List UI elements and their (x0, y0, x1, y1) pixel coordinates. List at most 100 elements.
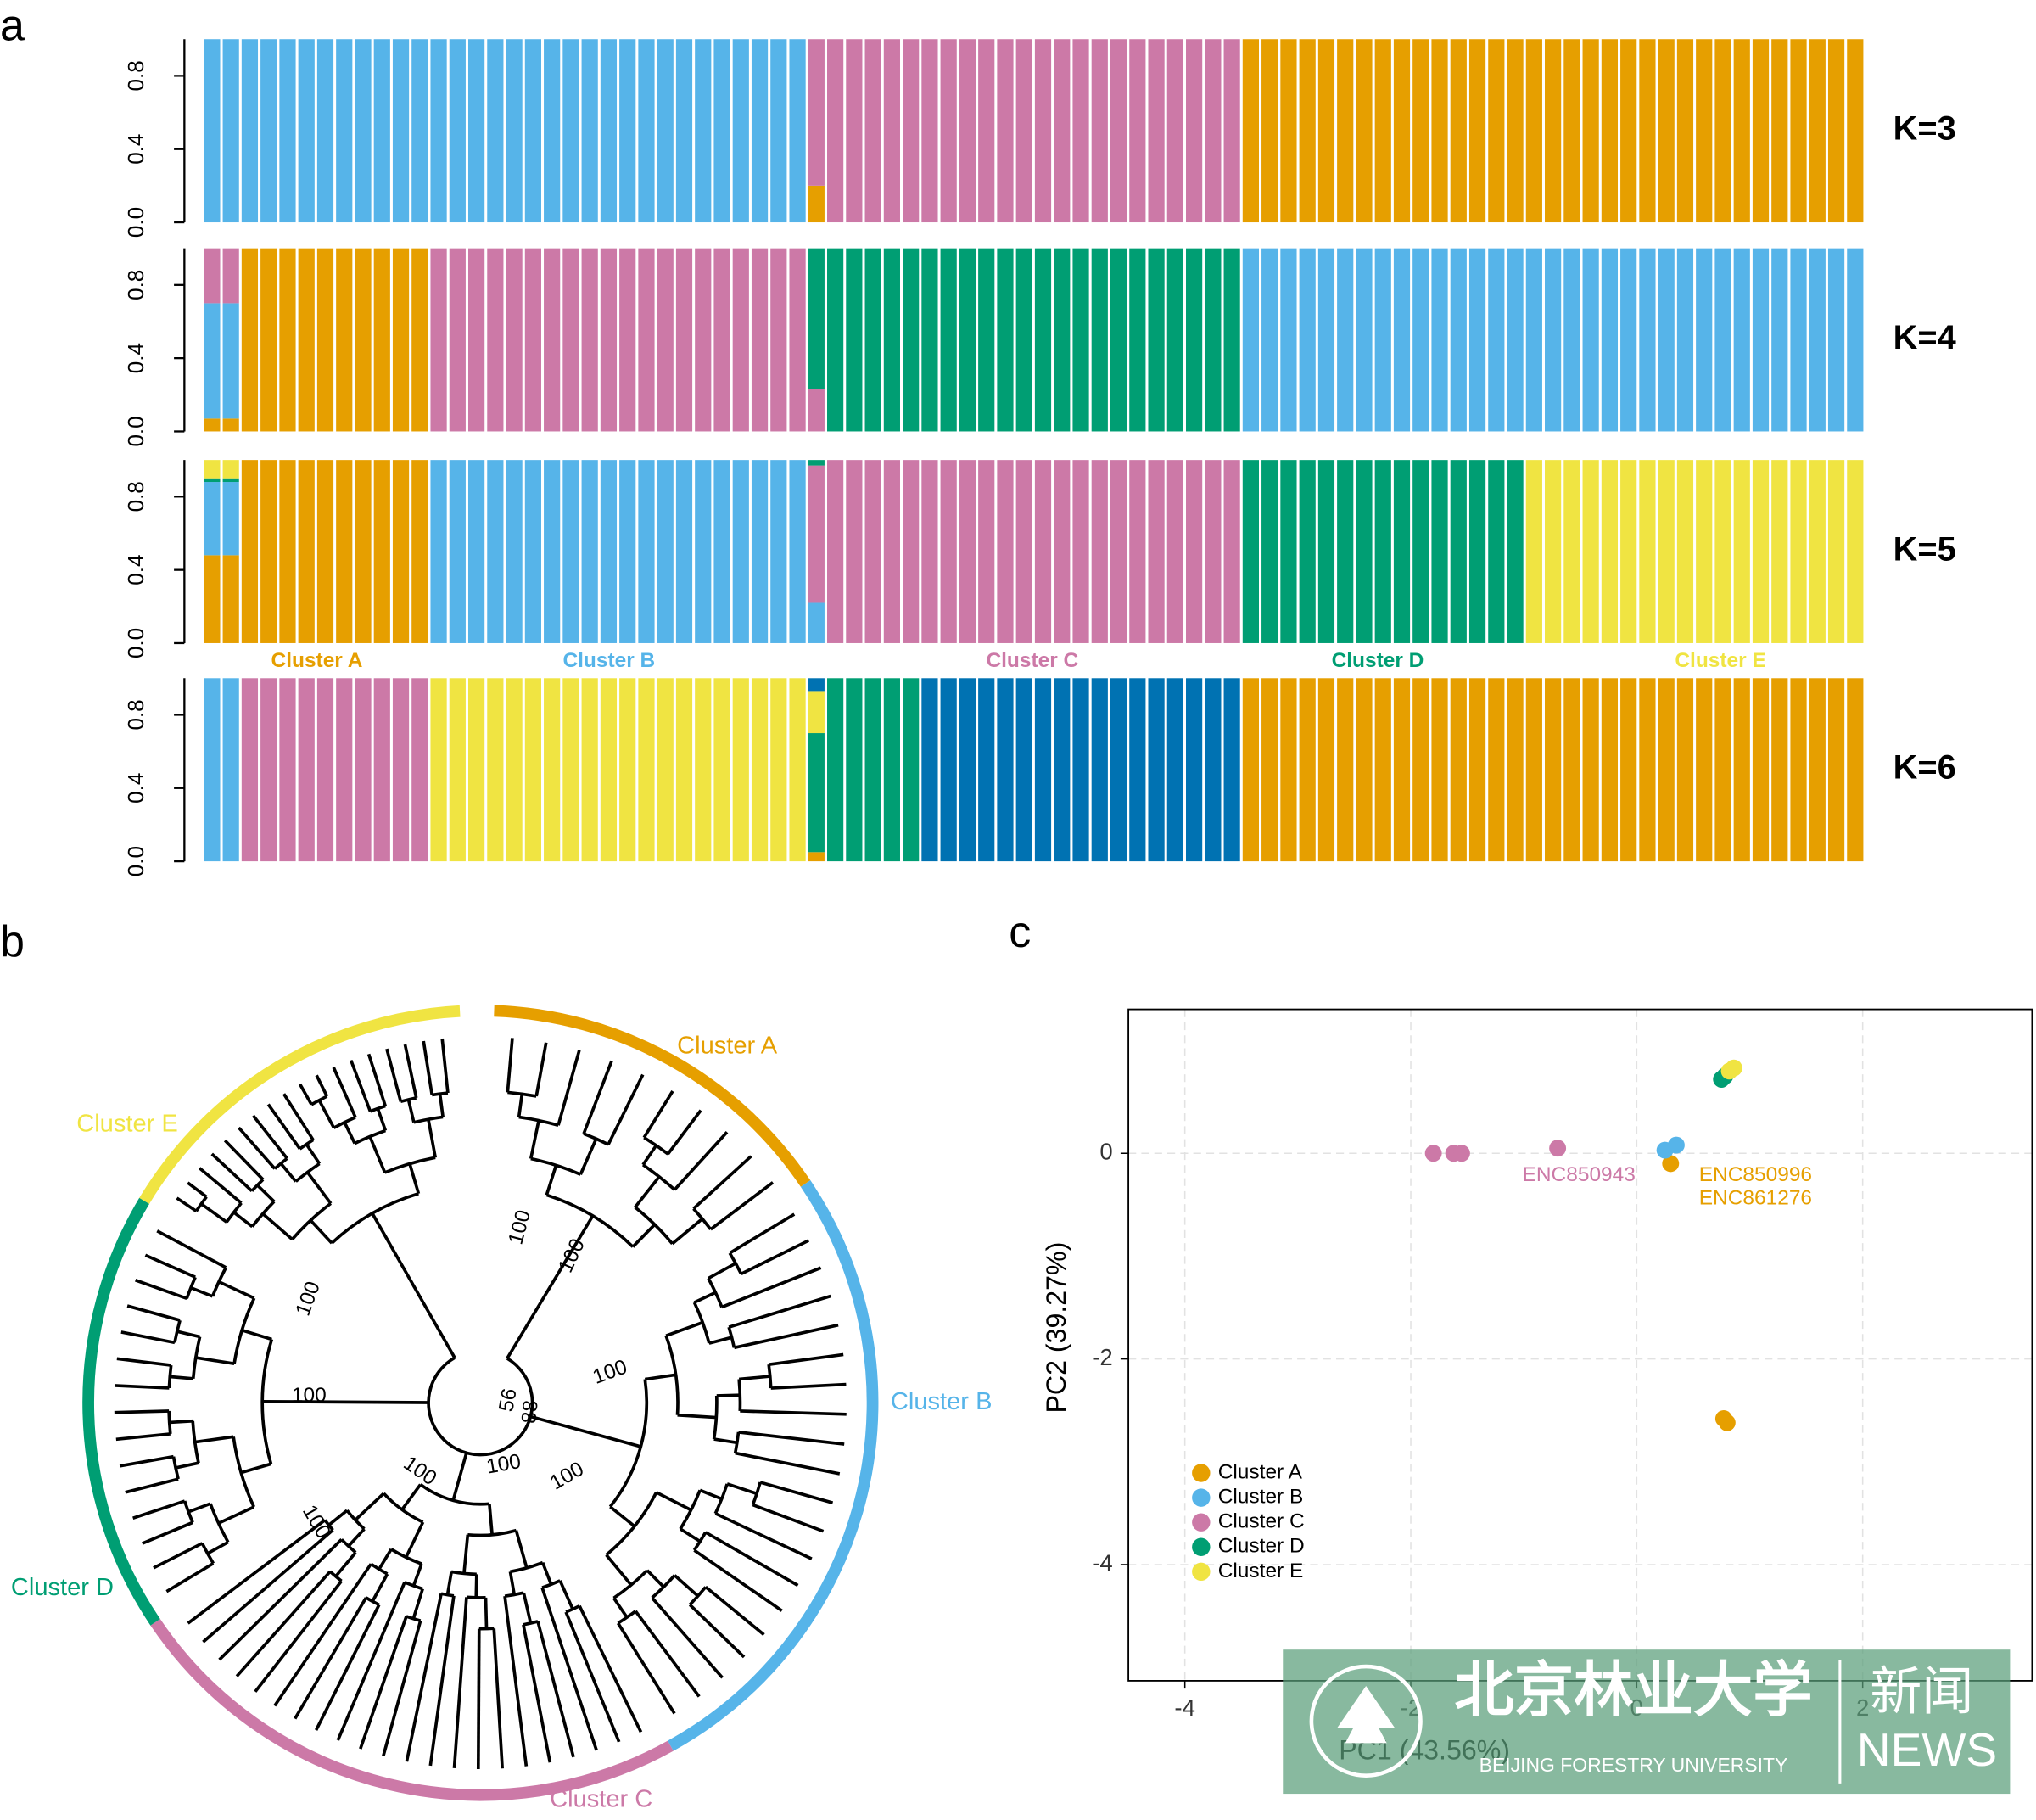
ancestry-segment (903, 460, 920, 643)
tree-branch (400, 1483, 422, 1511)
ancestry-segment (506, 248, 523, 432)
tree-branch (114, 1409, 170, 1414)
ancestry-segment (1034, 248, 1052, 432)
ancestry-segment (524, 678, 541, 862)
ancestry-segment (657, 460, 674, 643)
tree-branch (704, 1585, 765, 1636)
tree-branch (578, 1604, 643, 1733)
ancestry-segment (222, 460, 239, 479)
ancestry-segment (808, 691, 825, 734)
panel-label: a (0, 2, 25, 51)
ancestry-segment (675, 39, 693, 223)
tree-branch (334, 1551, 357, 1578)
ancestry-segment (1809, 460, 1826, 643)
ancestry-segment (1015, 678, 1032, 862)
ancestry-segment (808, 185, 825, 223)
tree-branch (210, 1152, 254, 1193)
ancestry-segment (827, 678, 844, 862)
ancestry-segment (298, 248, 315, 432)
tree-branch (120, 1330, 176, 1345)
ancestry-segment (222, 39, 239, 223)
tree-branch (699, 1488, 723, 1501)
ancestry-segment (808, 460, 825, 466)
legend-marker (1192, 1562, 1211, 1582)
ancestry-segment (1525, 678, 1542, 862)
ancestry-segment (1827, 460, 1845, 643)
ancestry-segment (903, 39, 920, 223)
tree-branch (238, 1126, 277, 1170)
tree-branch (378, 1548, 393, 1571)
tree-branch (368, 1135, 387, 1173)
ancestry-segment (695, 39, 712, 223)
ancestry-segment (808, 465, 825, 603)
ancestry-segment (241, 678, 259, 862)
ancestry-segment (789, 39, 806, 223)
ancestry-segment (1752, 678, 1770, 862)
y-tick-label: 0.8 (123, 270, 148, 300)
tree-branch (240, 1462, 271, 1475)
ancestry-segment (1563, 39, 1580, 223)
point (1452, 1145, 1470, 1162)
ancestry-segment (808, 389, 825, 432)
ancestry-segment (808, 39, 825, 186)
ancestry-segment (751, 460, 769, 643)
ancestry-segment (675, 678, 693, 862)
ancestry-segment (1110, 460, 1127, 643)
ancestry-segment (1752, 248, 1770, 432)
ancestry-segment (222, 482, 239, 556)
ancestry-segment (1847, 248, 1864, 432)
ancestry-segment (808, 602, 825, 643)
annotation: ENC850996 (1699, 1163, 1812, 1186)
ancestry-segment (732, 460, 749, 643)
ancestry-segment (411, 248, 428, 432)
ancestry-segment (1374, 248, 1391, 432)
tree-branch (534, 1042, 548, 1097)
ancestry-segment (279, 248, 296, 432)
ancestry-segment (1714, 678, 1731, 862)
ancestry-segment (487, 460, 504, 643)
watermark-name: 北京林业大学 (1454, 1655, 1812, 1725)
ancestry-segment (770, 39, 787, 223)
tree-branch (126, 1304, 181, 1322)
annotation: ENC861276 (1699, 1187, 1812, 1210)
ancestry-segment (298, 678, 315, 862)
watermark-news-en: NEWS (1857, 1723, 1997, 1776)
tree-branch (332, 1067, 357, 1118)
ancestry-segment (1356, 39, 1373, 223)
point (1549, 1140, 1567, 1157)
ancestry-segment (1166, 39, 1183, 223)
ancestry-segment (638, 460, 655, 643)
tree-branch (187, 1519, 327, 1625)
tree-branch (557, 1050, 581, 1126)
tree-branch (170, 1375, 193, 1380)
k-label: K=5 (1893, 531, 1956, 568)
y-tick-label: 0.0 (123, 207, 148, 238)
ancestry-segment (1601, 460, 1619, 643)
panel-label: b (0, 917, 25, 966)
ancestry-segment (430, 460, 447, 643)
ancestry-segment (638, 678, 655, 862)
ancestry-segment (1507, 460, 1524, 643)
y-tick-label: -2 (1092, 1344, 1112, 1370)
tree-branch (508, 1571, 517, 1595)
tree-branch (540, 1561, 553, 1585)
ancestry-segment (1620, 678, 1637, 862)
x-tick-label: -4 (1174, 1694, 1195, 1721)
ancestry-segment (1148, 39, 1165, 223)
y-tick-label: 0.4 (123, 134, 148, 165)
ancestry-segment (1186, 460, 1203, 643)
ancestry-segment (1696, 460, 1713, 643)
legend-marker (1192, 1464, 1211, 1482)
ancestry-segment (298, 39, 315, 223)
ancestry-segment (997, 248, 1014, 432)
ancestry-segment (1431, 248, 1448, 432)
point (1662, 1155, 1680, 1173)
ancestry-segment (903, 248, 920, 432)
ancestry-segment (1299, 678, 1316, 862)
tree-branch (132, 1499, 186, 1520)
tree-branch (679, 1527, 702, 1543)
tree-branch (427, 1118, 438, 1158)
ancestry-segment (581, 460, 598, 643)
ancestry-segment (638, 39, 655, 223)
